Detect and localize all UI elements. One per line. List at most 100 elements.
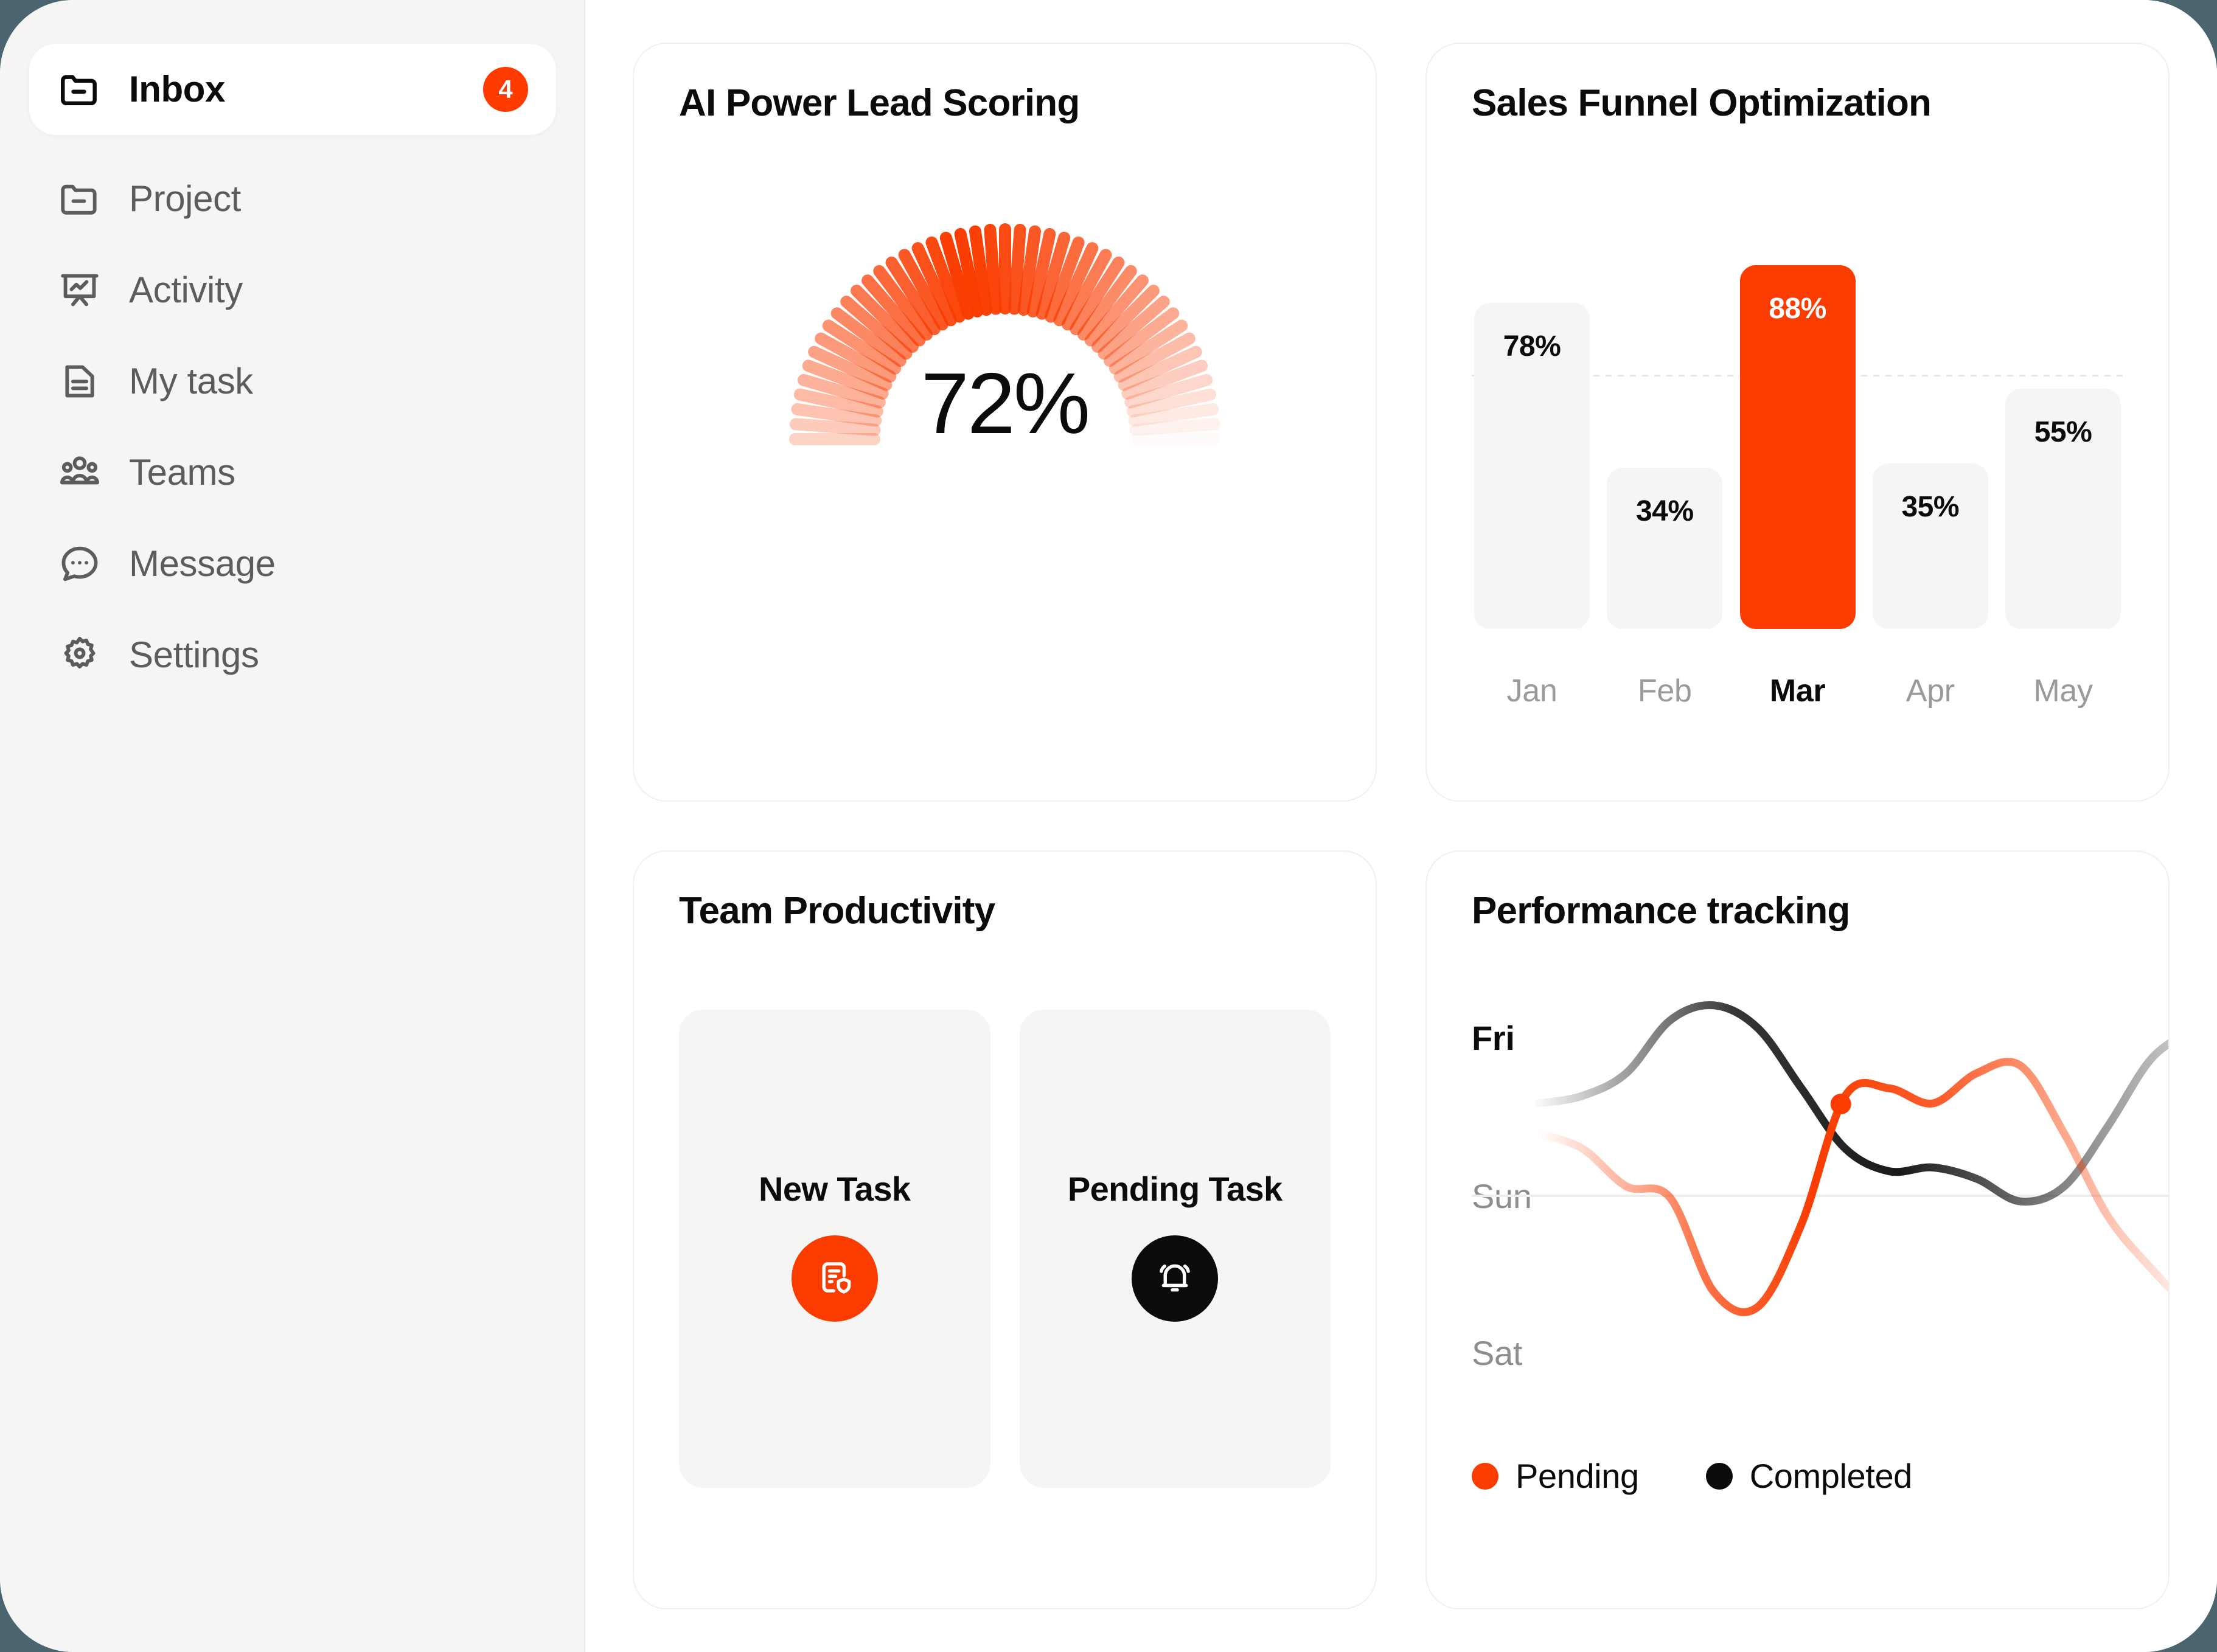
gauge-tick	[885, 256, 941, 336]
gauge-tick	[1124, 373, 1213, 409]
bar-column[interactable]: 88%	[1739, 265, 1856, 630]
inbox-badge-count: 4	[483, 67, 528, 112]
gauge-value-label: 72%	[921, 355, 1090, 453]
gauge-tick	[1103, 307, 1179, 367]
gauge-tick	[802, 359, 889, 400]
gauge-tick	[1077, 265, 1137, 341]
gauge-tick	[797, 373, 886, 409]
sidebar-item-activity[interactable]: Activity	[29, 245, 556, 336]
sidebar-item-teams[interactable]: Teams	[29, 427, 556, 518]
bar-column[interactable]: 78%	[1474, 303, 1590, 630]
card-sales-funnel: Sales Funnel Optimization 78% 34% 88% 35% 55…	[1425, 43, 2170, 802]
sidebar-item-settings[interactable]: Settings	[29, 609, 556, 701]
gauge-tick	[1126, 388, 1216, 418]
card-team-productivity: Team Productivity New Task	[633, 850, 1377, 1609]
sidebar-item-label: Project	[129, 178, 241, 219]
page-title: Team Productivity	[679, 890, 995, 932]
sidebar-item-label: Inbox	[129, 69, 225, 109]
gauge-tick	[861, 274, 925, 347]
sidebar-item-label: Activity	[129, 269, 243, 310]
gauge-tick	[814, 332, 896, 383]
gauge-tick	[850, 285, 919, 353]
page-title: AI Power Lead Scoring	[679, 82, 1080, 124]
sidebar-item-my-task[interactable]: My task	[29, 336, 556, 427]
tile-pending-task[interactable]: Pending Task	[1019, 1010, 1331, 1488]
bar-column[interactable]: 55%	[2005, 389, 2121, 630]
y-axis-label-sat: Sat	[1472, 1334, 1523, 1373]
presentation-chart-icon	[57, 268, 102, 313]
sidebar-item-message[interactable]: Message	[29, 518, 556, 609]
performance-curves	[1472, 1001, 2168, 1316]
bar[interactable]: 55%	[2005, 389, 2121, 630]
y-axis-label-fri: Fri	[1472, 1019, 1515, 1058]
gauge-ticks	[788, 223, 1220, 446]
page-title: Sales Funnel Optimization	[1472, 82, 1932, 124]
sidebar-spacer	[29, 135, 556, 153]
tile-new-task[interactable]: New Task	[679, 1010, 990, 1488]
sidebar-item-project[interactable]: Project	[29, 153, 556, 245]
bell-ring-icon	[1154, 1256, 1196, 1302]
gauge-tick	[954, 228, 983, 318]
people-group-icon	[57, 450, 102, 495]
bar-value-label: 35%	[1901, 491, 1960, 524]
gauge-tick	[822, 319, 901, 375]
dashboard-grid: AI Power Lead Scoring 72% Sales Funnel O…	[585, 0, 2217, 1652]
sidebar-item-label: Teams	[129, 452, 235, 493]
bar-column[interactable]: 34%	[1607, 468, 1723, 630]
gauge-tick	[1129, 418, 1220, 436]
gauge-tick	[1053, 242, 1098, 327]
page-title: Performance tracking	[1472, 890, 1850, 932]
gauge-tick	[925, 236, 966, 323]
legend-dot-pending	[1472, 1462, 1498, 1490]
gauge-tick	[1026, 228, 1056, 318]
sidebar-item-label: My task	[129, 361, 253, 401]
folder-minus-icon	[57, 176, 102, 221]
bar-chart-x-axis: Jan Feb Mar Apr May	[1472, 673, 2123, 709]
gauge-tick	[1084, 274, 1149, 347]
gauge-tick	[807, 345, 892, 391]
gauge-tick	[840, 296, 913, 360]
legend-item-completed: Completed	[1705, 1456, 1912, 1496]
gauge-tick	[911, 242, 957, 327]
gauge-tick	[1118, 345, 1202, 391]
bar-value-label: 78%	[1503, 330, 1561, 363]
gauge-tick	[1113, 332, 1196, 383]
document-shield-icon	[813, 1256, 856, 1302]
x-axis-tick-label: Jan	[1506, 673, 1557, 709]
sidebar-item-inbox[interactable]: Inbox 4	[29, 44, 556, 135]
bar[interactable]: 35%	[1872, 463, 1988, 630]
pending-task-button[interactable]	[1132, 1235, 1219, 1322]
x-axis-tick-label: May	[2033, 673, 2093, 709]
gauge-tick	[1121, 359, 1208, 400]
card-lead-scoring: AI Power Lead Scoring 72%	[633, 43, 1377, 802]
legend-label: Pending	[1516, 1457, 1639, 1496]
sidebar-item-label: Settings	[129, 634, 259, 675]
gauge-tick	[1108, 319, 1188, 375]
legend-item-pending: Pending	[1472, 1456, 1639, 1496]
bar[interactable]: 78%	[1474, 303, 1590, 630]
gauge-tick	[898, 249, 948, 331]
gauge-tick	[1044, 236, 1085, 323]
gauge-tick	[1035, 232, 1070, 320]
gauge-tick	[793, 388, 883, 418]
card-performance-tracking: Performance tracking Fri Sun Sat	[1425, 850, 2170, 1609]
gauge-tick	[1069, 256, 1125, 336]
tile-label: New Task	[759, 1170, 911, 1209]
gauge-tick	[969, 225, 992, 316]
gauge-tick	[791, 403, 882, 427]
productivity-tiles: New Task Pending Task	[679, 1010, 1331, 1488]
sidebar-item-label: Message	[129, 543, 276, 584]
new-task-button[interactable]	[791, 1235, 878, 1322]
bar-value-label: 34%	[1635, 495, 1694, 528]
gauge-tick	[872, 265, 933, 341]
x-axis-tick-label: Apr	[1906, 673, 1955, 709]
gauge-tick	[1128, 403, 1219, 427]
data-point-marker	[1830, 1094, 1851, 1115]
bar-highlighted[interactable]: 88%	[1739, 265, 1856, 630]
bar[interactable]: 34%	[1607, 468, 1723, 630]
bar-column[interactable]: 35%	[1872, 463, 1988, 630]
bar-value-label: 88%	[1769, 293, 1826, 325]
gauge-tick	[1017, 225, 1041, 316]
chart-legend: Pending Completed	[1472, 1456, 2123, 1496]
